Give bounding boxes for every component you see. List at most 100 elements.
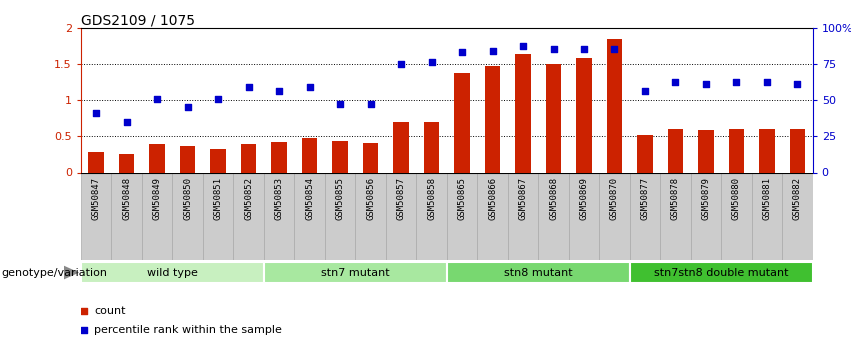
Bar bbox=[668, 129, 683, 172]
Bar bbox=[271, 142, 287, 172]
FancyBboxPatch shape bbox=[81, 172, 111, 260]
Bar bbox=[545, 64, 561, 172]
Text: GSM50849: GSM50849 bbox=[152, 177, 162, 220]
Point bbox=[638, 89, 652, 94]
Point bbox=[669, 79, 683, 85]
FancyBboxPatch shape bbox=[172, 172, 203, 260]
Text: GSM50847: GSM50847 bbox=[92, 177, 100, 220]
Bar bbox=[485, 66, 500, 172]
Text: GSM50879: GSM50879 bbox=[701, 177, 711, 220]
Point bbox=[242, 84, 255, 90]
FancyBboxPatch shape bbox=[782, 172, 813, 260]
Bar bbox=[333, 141, 348, 172]
Text: GSM50870: GSM50870 bbox=[610, 177, 619, 220]
Text: GSM50881: GSM50881 bbox=[762, 177, 772, 220]
Bar bbox=[89, 152, 104, 172]
Point bbox=[760, 79, 774, 85]
FancyBboxPatch shape bbox=[142, 172, 172, 260]
Point bbox=[77, 327, 91, 333]
FancyBboxPatch shape bbox=[81, 262, 264, 284]
Bar bbox=[424, 122, 439, 172]
Text: stn8 mutant: stn8 mutant bbox=[504, 268, 573, 277]
Point bbox=[363, 101, 377, 106]
Point bbox=[120, 119, 134, 125]
Bar bbox=[607, 39, 622, 172]
Text: GSM50877: GSM50877 bbox=[641, 177, 649, 220]
Text: GSM50850: GSM50850 bbox=[183, 177, 192, 220]
Point bbox=[334, 101, 347, 106]
FancyBboxPatch shape bbox=[630, 262, 813, 284]
Text: GSM50868: GSM50868 bbox=[549, 177, 558, 220]
Text: count: count bbox=[94, 306, 126, 316]
FancyBboxPatch shape bbox=[355, 172, 386, 260]
FancyBboxPatch shape bbox=[630, 172, 660, 260]
Text: GSM50857: GSM50857 bbox=[397, 177, 406, 220]
Text: GSM50854: GSM50854 bbox=[305, 177, 314, 220]
Point bbox=[303, 84, 317, 90]
Bar bbox=[790, 129, 805, 172]
Text: GSM50848: GSM50848 bbox=[122, 177, 131, 220]
Text: GSM50880: GSM50880 bbox=[732, 177, 741, 220]
Text: genotype/variation: genotype/variation bbox=[2, 268, 108, 277]
Point bbox=[577, 47, 591, 52]
FancyBboxPatch shape bbox=[416, 172, 447, 260]
Bar bbox=[516, 54, 531, 172]
Text: GSM50853: GSM50853 bbox=[275, 177, 283, 220]
Text: GSM50869: GSM50869 bbox=[580, 177, 589, 220]
Text: GSM50856: GSM50856 bbox=[366, 177, 375, 220]
Point bbox=[272, 89, 286, 94]
FancyBboxPatch shape bbox=[386, 172, 416, 260]
FancyBboxPatch shape bbox=[447, 172, 477, 260]
FancyBboxPatch shape bbox=[477, 172, 508, 260]
FancyBboxPatch shape bbox=[568, 172, 599, 260]
Text: GSM50882: GSM50882 bbox=[793, 177, 802, 220]
Point bbox=[455, 49, 469, 54]
Text: GSM50878: GSM50878 bbox=[671, 177, 680, 220]
Point bbox=[608, 47, 621, 52]
Point bbox=[425, 60, 438, 65]
Text: GSM50865: GSM50865 bbox=[458, 177, 466, 220]
Bar bbox=[699, 130, 714, 172]
Text: GDS2109 / 1075: GDS2109 / 1075 bbox=[81, 14, 195, 28]
FancyBboxPatch shape bbox=[538, 172, 568, 260]
Text: GSM50867: GSM50867 bbox=[518, 177, 528, 220]
Bar bbox=[759, 129, 774, 172]
Bar bbox=[180, 146, 195, 172]
Text: wild type: wild type bbox=[147, 268, 197, 277]
Point bbox=[180, 105, 194, 110]
Text: GSM50855: GSM50855 bbox=[335, 177, 345, 220]
FancyBboxPatch shape bbox=[660, 172, 691, 260]
Point bbox=[700, 81, 713, 87]
Polygon shape bbox=[64, 266, 79, 279]
FancyBboxPatch shape bbox=[447, 262, 630, 284]
Bar bbox=[728, 129, 744, 172]
Bar bbox=[576, 58, 591, 172]
Point bbox=[517, 43, 530, 48]
FancyBboxPatch shape bbox=[721, 172, 751, 260]
FancyBboxPatch shape bbox=[751, 172, 782, 260]
Text: GSM50858: GSM50858 bbox=[427, 177, 436, 220]
FancyBboxPatch shape bbox=[264, 262, 447, 284]
Point bbox=[211, 96, 225, 101]
Bar bbox=[150, 144, 165, 172]
FancyBboxPatch shape bbox=[599, 172, 630, 260]
Point bbox=[546, 47, 560, 52]
Bar bbox=[363, 143, 378, 172]
Bar bbox=[302, 138, 317, 172]
Point bbox=[486, 48, 500, 53]
Point bbox=[729, 79, 743, 85]
FancyBboxPatch shape bbox=[233, 172, 264, 260]
FancyBboxPatch shape bbox=[325, 172, 355, 260]
FancyBboxPatch shape bbox=[203, 172, 233, 260]
Point bbox=[151, 96, 164, 101]
Text: stn7stn8 double mutant: stn7stn8 double mutant bbox=[654, 268, 789, 277]
Text: GSM50851: GSM50851 bbox=[214, 177, 223, 220]
Text: percentile rank within the sample: percentile rank within the sample bbox=[94, 325, 283, 335]
Point bbox=[791, 81, 804, 87]
FancyBboxPatch shape bbox=[508, 172, 538, 260]
Text: GSM50852: GSM50852 bbox=[244, 177, 253, 220]
Bar bbox=[393, 122, 408, 172]
FancyBboxPatch shape bbox=[264, 172, 294, 260]
Bar bbox=[241, 144, 256, 172]
Text: GSM50866: GSM50866 bbox=[488, 177, 497, 220]
